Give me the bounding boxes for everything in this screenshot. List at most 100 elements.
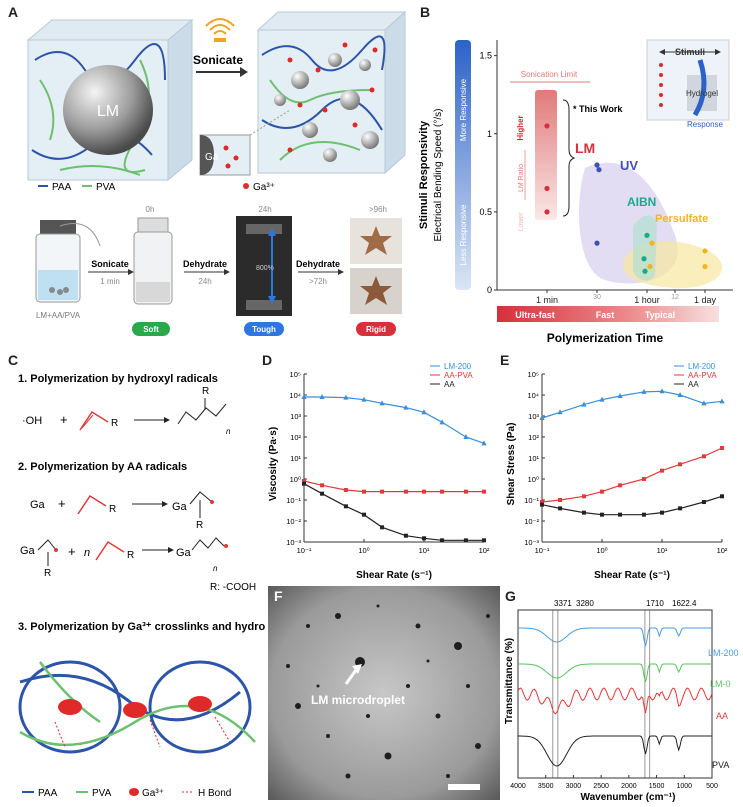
badge-soft bbox=[132, 322, 170, 336]
g-curve-lm0: LM-0 bbox=[710, 679, 731, 689]
e-point-aa-pva bbox=[600, 489, 604, 494]
e-legend-lm200: LM-200 bbox=[688, 362, 716, 371]
e-point-aa bbox=[701, 500, 706, 505]
g-ylabel: Transmittance (%) bbox=[504, 638, 515, 724]
bar-bottom-label: Less Responsive bbox=[459, 204, 468, 265]
c-ga-2: Ga bbox=[172, 501, 188, 513]
g-xtick-label: 2500 bbox=[593, 783, 609, 790]
e-point-aa bbox=[720, 494, 724, 499]
c-plus-3: + bbox=[68, 544, 76, 559]
c-ga-4: Ga bbox=[176, 547, 192, 559]
sonicate-icon bbox=[205, 18, 235, 42]
b-xtick-label: 30 bbox=[593, 294, 601, 301]
d-point-aa-pva bbox=[482, 489, 486, 494]
step3-label: Dehydrate bbox=[296, 259, 340, 269]
d-legend-lm200: LM-200 bbox=[444, 362, 472, 371]
d-xtick-label: 10⁻¹ bbox=[297, 546, 312, 555]
b-axes bbox=[496, 40, 733, 291]
c-ga-3: Ga bbox=[20, 545, 36, 557]
d-ytick-label: 10⁻³ bbox=[286, 538, 301, 547]
ga3-dot bbox=[243, 183, 249, 189]
d-point-aa bbox=[320, 491, 325, 496]
g-curve-aa: AA bbox=[716, 711, 728, 721]
d-line-lm-200 bbox=[304, 396, 485, 444]
d-ytick-label: 10⁰ bbox=[290, 475, 301, 484]
e-ylabel: Shear Stress (Pa) bbox=[506, 423, 517, 506]
badge-soft-text: Soft bbox=[143, 325, 159, 334]
c-legend-ga3: Ga³⁺ bbox=[142, 788, 164, 799]
t0-label: 0h bbox=[146, 205, 155, 214]
panel-c-scheme: 1. Polymerization by hydroxyl radicals ·… bbox=[18, 373, 265, 799]
bar-top-label: More Responsive bbox=[459, 78, 468, 141]
e-ytick-label: 10⁴ bbox=[527, 391, 539, 400]
legend-paa: PAA bbox=[52, 182, 72, 193]
e-ytick-label: 10⁵ bbox=[528, 370, 539, 379]
e-line-aa bbox=[541, 495, 723, 516]
scale-bar bbox=[448, 784, 480, 790]
d-ytick-label: 10² bbox=[290, 433, 301, 442]
group-lm: LM bbox=[575, 140, 595, 156]
e-point-aa-pva bbox=[678, 462, 683, 467]
t24-label: 24h bbox=[258, 205, 271, 214]
e-point-aa-pva bbox=[641, 477, 646, 481]
lm-region bbox=[535, 90, 557, 220]
polymer-1 bbox=[177, 403, 227, 425]
g-xtick-label: 500 bbox=[706, 783, 718, 790]
e-line-aa-pva bbox=[541, 447, 723, 503]
d-point-aa bbox=[403, 533, 408, 538]
droplets bbox=[286, 604, 490, 779]
panel-letter-c: C bbox=[8, 352, 19, 368]
e-point-lm-200 bbox=[557, 409, 563, 415]
e-point-aa bbox=[641, 512, 646, 517]
g-xtick-label: 3500 bbox=[538, 783, 554, 790]
e-point-aa bbox=[540, 502, 544, 507]
g-peak-3371: 3371 bbox=[554, 599, 572, 608]
step2-sub: 24h bbox=[198, 277, 211, 286]
b-yticks: 0 0.5 1 1.5 bbox=[479, 51, 497, 295]
b-points bbox=[544, 123, 708, 274]
b-xtick-label: 12 bbox=[671, 294, 679, 301]
d-point-aa bbox=[422, 536, 426, 541]
d-xlabel: Shear Rate (s⁻¹) bbox=[356, 570, 432, 581]
panel-letter-f: F bbox=[274, 588, 283, 604]
c-title-3: 3. Polymerization by Ga³⁺ crosslinks and… bbox=[18, 621, 265, 633]
stimuli-inset bbox=[646, 39, 730, 121]
inset-stimuli-label: Stimuli bbox=[675, 47, 705, 57]
e-ytick-label: 10⁻³ bbox=[524, 538, 539, 547]
e-point-lm-200 bbox=[581, 401, 587, 407]
e-point-aa-pva bbox=[660, 468, 664, 473]
d-ytick-label: 10¹ bbox=[290, 454, 301, 463]
g-xtick-label: 2000 bbox=[621, 783, 637, 790]
step1-sub: 1 min bbox=[100, 277, 120, 286]
responsivity-bar bbox=[455, 40, 471, 290]
e-ytick-label: 10³ bbox=[528, 412, 539, 421]
d-point-aa-pva bbox=[380, 489, 385, 494]
g-xtick-label: 4000 bbox=[510, 783, 526, 790]
e-point-lm-200 bbox=[659, 388, 665, 394]
b-point-uv bbox=[596, 167, 602, 173]
g-curve-lm-200 bbox=[518, 627, 712, 647]
g-curve-lm200: LM-200 bbox=[708, 648, 739, 658]
d-line-aa-pva bbox=[303, 480, 484, 493]
d-point-aa bbox=[343, 504, 348, 509]
c-title-1: 1. Polymerization by hydroxyl radicals bbox=[18, 373, 218, 385]
d-point-aa-pva bbox=[463, 489, 468, 494]
e-point-aa bbox=[678, 506, 683, 511]
e-point-aa bbox=[558, 506, 563, 511]
d-point-aa-pva bbox=[440, 489, 445, 494]
step3-sub: >72h bbox=[309, 277, 327, 286]
stretch-label: 800% bbox=[256, 265, 274, 272]
e-point-lm-200 bbox=[539, 415, 545, 421]
badge-rigid-text: Rigid bbox=[366, 325, 386, 334]
step1-label: Sonicate bbox=[91, 259, 129, 269]
speed-bar bbox=[497, 306, 719, 322]
d-legend: LM-200 AA-PVA AA bbox=[430, 362, 473, 389]
this-work-label: * This Work bbox=[573, 104, 623, 114]
e-point-lm-200 bbox=[599, 396, 605, 402]
d-point-lm-200 bbox=[319, 394, 325, 400]
d-point-aa bbox=[440, 538, 445, 543]
e-point-aa-pva bbox=[540, 500, 544, 505]
c-legend-paa: PAA bbox=[38, 788, 58, 799]
droplet-arrow bbox=[344, 669, 358, 685]
d-plot: 10⁻³ 10⁻² 10⁻¹ 10⁰ 10¹ 10² 10³ 10⁴ 10⁵ 10⁻¹ 10⁰ 10¹… bbox=[286, 370, 490, 555]
